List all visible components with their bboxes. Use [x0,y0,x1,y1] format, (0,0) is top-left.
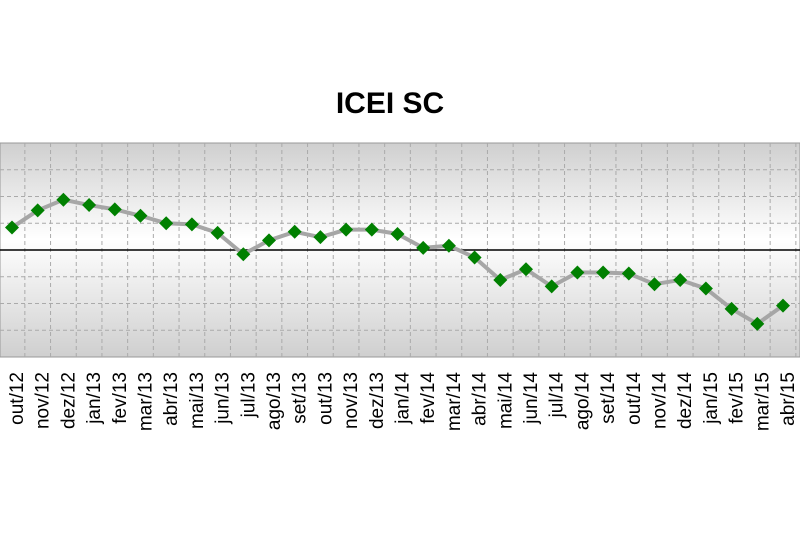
data-point [621,266,636,281]
data-point [364,222,379,237]
data-point [5,220,19,235]
data-point [596,265,611,280]
x-tick-label: out/14 [624,372,645,425]
data-point [441,238,456,253]
data-point [313,230,328,245]
data-point [133,208,148,223]
data-point [776,298,790,313]
x-tick-label: nov/13 [341,372,362,429]
x-tick-label: out/12 [7,372,28,425]
x-tick-label: mar/15 [752,372,773,431]
data-point [159,216,174,231]
data-point [262,233,276,248]
data-point [416,240,431,255]
x-tick-label: dez/14 [675,372,696,429]
data-point [724,301,739,316]
data-point [519,262,533,277]
data-point [236,247,251,262]
x-tick-label: mai/14 [495,372,516,429]
x-tick-label: ago/13 [264,372,285,430]
x-tick-label: fev/13 [110,372,131,424]
data-point [698,281,713,296]
x-tick-label: mar/14 [444,372,465,432]
x-tick-label: abr/14 [470,372,491,426]
x-tick-label: mai/13 [187,372,208,429]
x-tick-label: nov/14 [650,372,671,429]
data-point [673,272,688,287]
data-point [750,316,765,331]
data-point [647,277,662,292]
data-point [467,250,482,265]
x-tick-label: jun/13 [213,372,234,425]
data-point [210,225,225,240]
data-point [107,202,122,217]
x-tick-label: dez/13 [367,372,388,429]
x-tick-label: dez/12 [58,372,79,429]
x-tick-label: jun/14 [521,372,542,425]
x-tick-label: fev/14 [418,372,439,424]
x-tick-label: mar/13 [136,372,157,431]
x-tick-label: fev/15 [727,372,748,424]
x-tick-label: abr/13 [161,372,182,426]
data-point [82,198,97,213]
x-tick-label: set/14 [598,372,619,424]
data-point [390,226,405,241]
x-tick-label: abr/15 [778,372,799,426]
data-point [544,279,559,294]
data-point [30,203,45,218]
data-point [184,217,199,232]
x-tick-label: jul/13 [238,372,259,418]
data-point [287,224,302,239]
data-point [56,192,71,207]
chart-title: ICEI SC [336,87,444,120]
x-tick-label: ago/14 [572,372,593,431]
x-tick-label: nov/12 [33,372,54,429]
x-tick-label: set/13 [290,372,311,424]
x-tick-label: out/13 [315,372,336,425]
data-point [570,265,585,280]
x-tick-label: jan/15 [701,372,722,425]
data-point [339,222,354,237]
x-tick-label: jan/14 [393,372,414,425]
x-tick-label: jul/14 [547,372,568,419]
data-point [493,272,508,287]
x-tick-label: jan/13 [84,372,105,425]
